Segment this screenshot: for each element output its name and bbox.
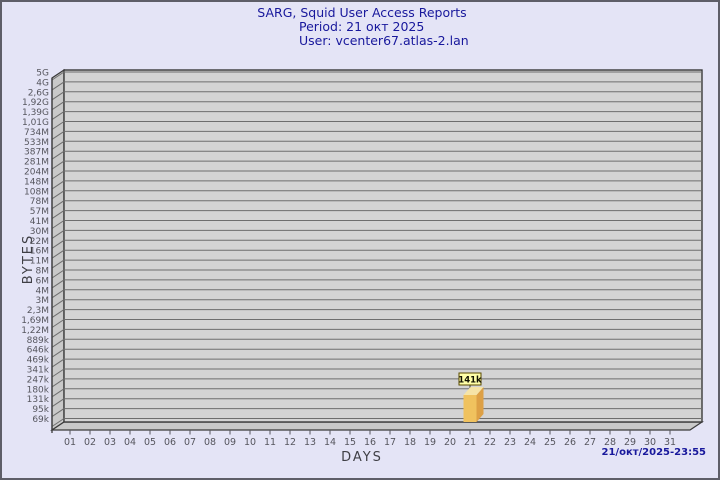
x-tick-label: 21 <box>464 437 476 448</box>
generated-timestamp: 21/окт/2025-23:55 <box>601 447 707 458</box>
x-tick-label: 30 <box>644 437 656 448</box>
y-tick-label: 131k <box>27 395 50 405</box>
y-tick-label: 1,39G <box>22 108 49 118</box>
report-period: Period: 21 окт 2025 <box>299 19 425 34</box>
y-tick-label: 204M <box>24 168 49 178</box>
y-tick-label: 4M <box>36 286 50 296</box>
y-tick-label: 1,01G <box>22 118 49 128</box>
x-tick-label: 12 <box>284 437 296 448</box>
y-tick-label: 180k <box>27 385 50 395</box>
bar-value-label: 141k <box>458 376 482 386</box>
y-tick-label: 734M <box>24 128 49 138</box>
x-tick-label: 05 <box>144 437 156 448</box>
x-tick-label: 19 <box>424 437 436 448</box>
y-tick-label: 78M <box>30 197 49 207</box>
x-axis-title: DAYS <box>341 450 383 465</box>
y-tick-label: 148M <box>24 177 49 187</box>
y-tick-label: 108M <box>24 187 49 197</box>
report-title: SARG, Squid User Access Reports <box>257 5 467 20</box>
y-tick-label: 11M <box>30 257 49 267</box>
x-tick-label: 25 <box>544 437 556 448</box>
y-tick-label: 247k <box>27 375 50 385</box>
y-tick-label: 16M <box>30 247 49 257</box>
x-tick-label: 02 <box>84 437 96 448</box>
bar-side-face <box>476 387 484 422</box>
x-tick-label: 28 <box>604 437 616 448</box>
y-axis-tick-labels: 5G4G2,6G1,92G1,39G1,01G734M533M387M281M2… <box>21 69 50 426</box>
plot-floor <box>50 421 704 431</box>
y-tick-label: 341k <box>27 366 50 376</box>
bar-day-21: 141k <box>458 372 484 422</box>
y-tick-label: 533M <box>24 138 49 148</box>
y-tick-label: 4G <box>36 78 49 88</box>
x-tick-label: 23 <box>504 437 516 448</box>
x-tick-label: 03 <box>104 437 116 448</box>
x-tick-label: 31 <box>664 437 676 448</box>
x-tick-label: 17 <box>384 437 396 448</box>
x-tick-label: 07 <box>184 437 196 448</box>
y-tick-label: 646k <box>27 346 50 356</box>
x-tick-label: 15 <box>344 437 356 448</box>
x-tick-label: 08 <box>204 437 216 448</box>
bar-top-face <box>463 387 484 395</box>
y-tick-label: 3M <box>36 296 50 306</box>
bar-value-flag <box>458 372 482 386</box>
y-tick-label: 5G <box>36 69 49 79</box>
y-tick-label: 2,3M <box>27 306 49 316</box>
x-tick-label: 06 <box>164 437 176 448</box>
report-user: User: vcenter67.atlas-2.lan <box>299 33 469 48</box>
x-tick-label: 04 <box>124 437 136 448</box>
y-tick-label: 95k <box>32 405 49 415</box>
x-tick-label: 20 <box>444 437 456 448</box>
x-tick-label: 01 <box>64 437 76 448</box>
y-tick-label: 22M <box>30 237 49 247</box>
y-tick-label: 69k <box>32 415 49 425</box>
y-tick-label: 469k <box>27 356 50 366</box>
y-tick-label: 281M <box>24 158 49 168</box>
y-tick-label: 387M <box>24 148 49 158</box>
x-tick-label: 29 <box>624 437 636 448</box>
plot-face <box>63 69 703 423</box>
x-tick-label: 27 <box>584 437 596 448</box>
y-tick-label: 57M <box>30 207 49 217</box>
x-axis-tick-labels: 01 02 03 04 05 06 07 08 09 10 11 12 13 14 15 16 17 18 19 20… <box>64 430 676 448</box>
x-tick-label: 22 <box>484 437 496 448</box>
y-tick-label: 41M <box>30 217 49 227</box>
y-tick-label: 30M <box>30 227 49 237</box>
y-tick-label: 6M <box>36 276 50 286</box>
x-tick-label: 13 <box>304 437 316 448</box>
x-tick-label: 16 <box>364 437 376 448</box>
x-tick-label: 26 <box>564 437 576 448</box>
y-tick-label: 8M <box>36 267 50 277</box>
bar-front-face <box>463 395 477 422</box>
y-gridlines <box>51 71 702 427</box>
x-tick-label: 11 <box>264 437 276 448</box>
x-tick-label: 24 <box>524 437 536 448</box>
y-axis-title: BYTES <box>21 234 36 285</box>
x-tick-label: 14 <box>324 437 336 448</box>
x-tick-label: 18 <box>404 437 416 448</box>
y-tick-label: 2,6G <box>28 88 49 98</box>
x-tick-label: 09 <box>224 437 236 448</box>
y-tick-label: 1,92G <box>22 98 49 108</box>
x-tick-label: 10 <box>244 437 256 448</box>
y-tick-label: 1,22M <box>21 326 49 336</box>
y-tick-label: 889k <box>27 336 50 346</box>
y-tick-label: 1,69M <box>21 316 49 326</box>
